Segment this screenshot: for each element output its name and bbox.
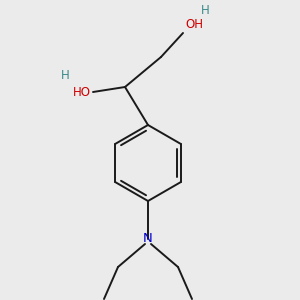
Text: N: N (143, 232, 153, 245)
Text: OH: OH (185, 18, 203, 31)
Text: H: H (61, 69, 70, 82)
Text: H: H (201, 4, 210, 17)
Text: HO: HO (73, 85, 91, 98)
